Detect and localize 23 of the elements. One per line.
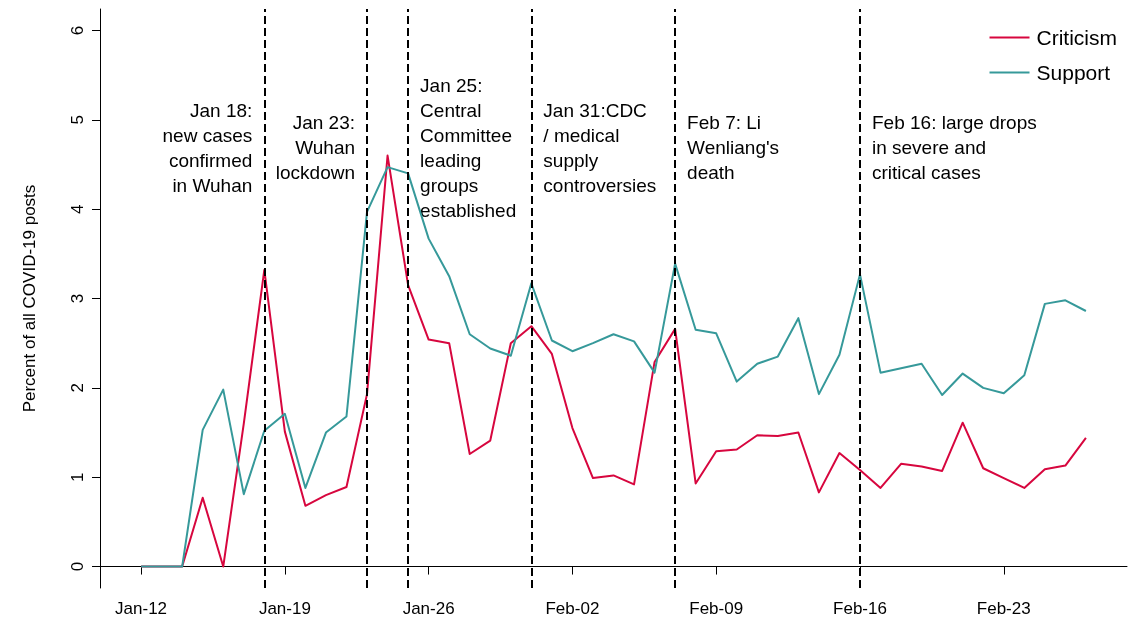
x-tick-label: Jan-12 — [115, 599, 168, 618]
y-tick-label: 2 — [68, 383, 87, 393]
y-tick-label: 4 — [68, 204, 87, 214]
ref-line-label: Jan 31:CDC / medical supply controversies — [543, 99, 657, 196]
x-tick-label: Feb-02 — [545, 599, 600, 618]
x-tick-label: Jan-19 — [258, 599, 311, 618]
ref-line-label: Feb 16: large drops in severe and critical cases — [871, 112, 1037, 184]
y-axis-title: Percent of all COVID-19 posts — [20, 184, 39, 413]
x-tick-label: Jan-26 — [402, 599, 455, 618]
x-tick-label: Feb-09 — [689, 599, 744, 618]
y-tick-label: 0 — [68, 561, 87, 572]
legend-label: Criticism — [1036, 26, 1117, 49]
y-tick-label: 5 — [68, 115, 87, 125]
legend-label: Support — [1036, 61, 1111, 84]
ref-line-label: Jan 18: new cases confirmed in Wuhan — [162, 99, 253, 196]
y-tick-label: 3 — [68, 293, 87, 304]
y-tick-label: 6 — [68, 25, 87, 36]
x-tick-label: Feb-23 — [976, 599, 1031, 618]
ref-line-label: Jan 23: Wuhan lockdown — [275, 112, 356, 184]
ref-line-label: Feb 7: Li Wenliang's death — [687, 112, 780, 184]
y-tick-label: 1 — [68, 472, 87, 482]
x-tick-label: Feb-16 — [833, 599, 887, 618]
ref-line-label: Jan 25: Central Committee leading groups established — [420, 74, 517, 221]
